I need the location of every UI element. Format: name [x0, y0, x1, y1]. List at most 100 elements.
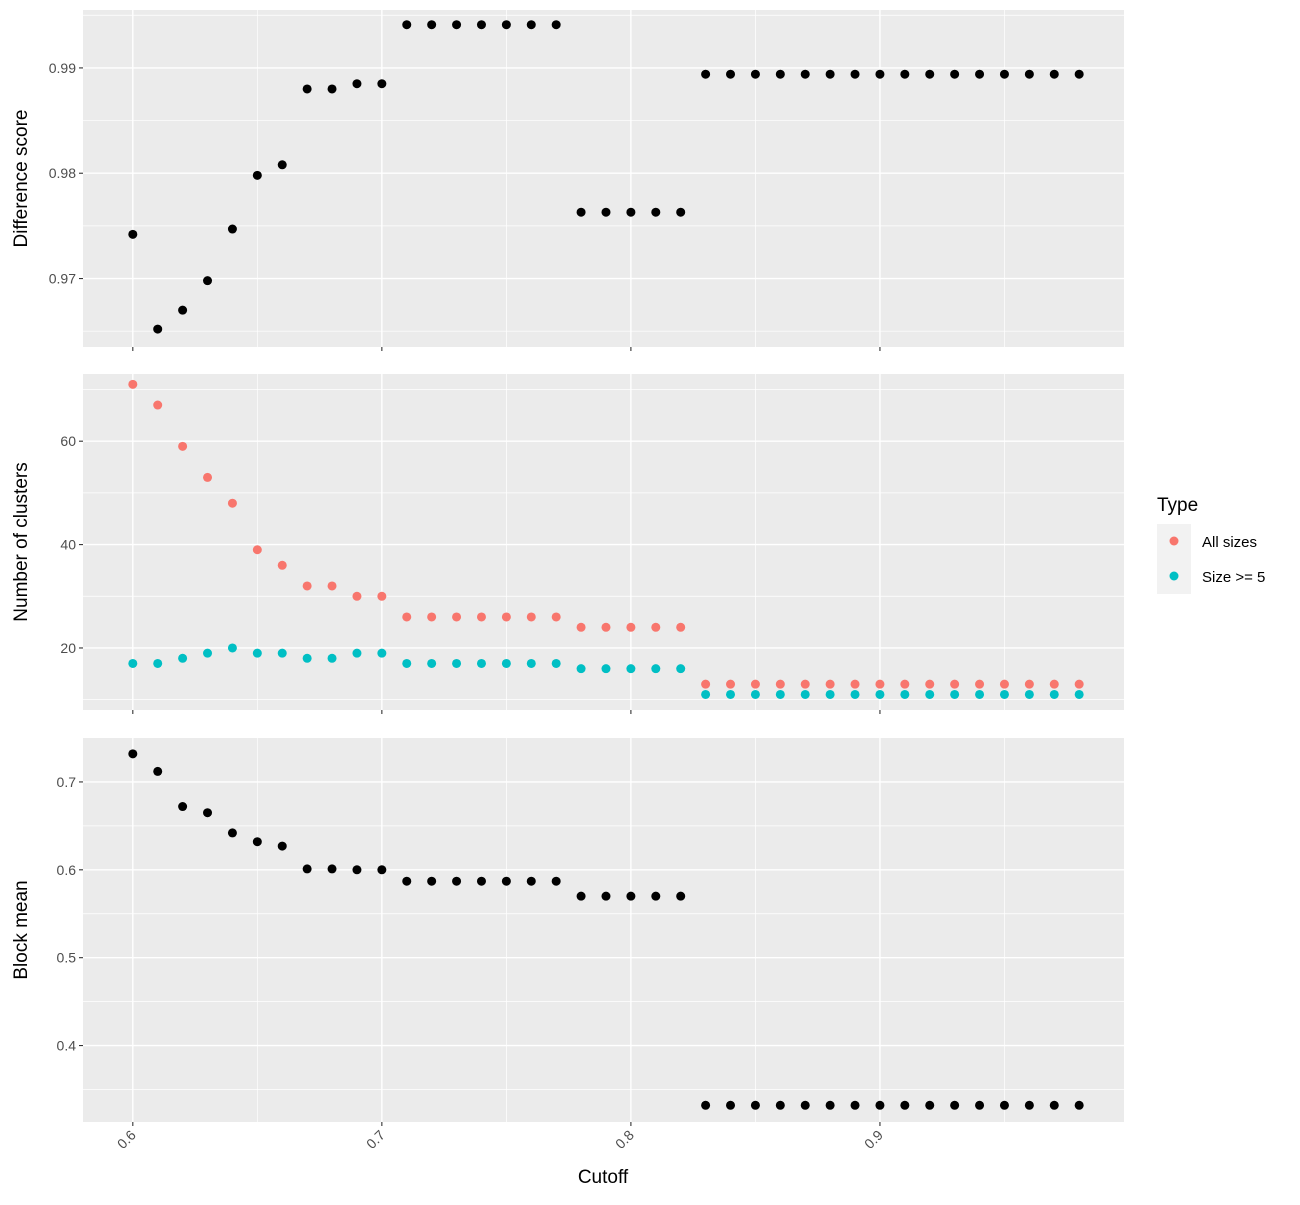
data-point	[576, 207, 586, 217]
data-point	[377, 865, 387, 875]
legend-title: Type	[1157, 495, 1198, 516]
panels: 0.97 0.98 0.99 Difference score 20 40 60 Number…	[11, 10, 1124, 1152]
data-point	[526, 20, 536, 30]
data-point	[227, 828, 237, 838]
panel-number-of-clusters: 20 40 60 Number of clusters	[11, 374, 1124, 714]
data-point	[900, 69, 910, 79]
data-point	[651, 891, 661, 901]
series-number-of-clusters-1	[128, 643, 1084, 699]
data-point	[203, 276, 213, 286]
data-point	[402, 612, 412, 622]
data-point	[726, 689, 736, 699]
data-point	[178, 441, 188, 451]
data-point	[701, 689, 711, 699]
data-point	[676, 891, 686, 901]
data-point	[302, 581, 312, 591]
data-point	[676, 622, 686, 632]
data-point	[950, 1100, 960, 1110]
data-point	[551, 20, 561, 30]
data-point	[726, 69, 736, 79]
data-point	[975, 69, 985, 79]
data-point	[800, 679, 810, 689]
data-point	[626, 207, 636, 217]
data-point	[427, 612, 437, 622]
data-point	[775, 1100, 785, 1110]
data-point	[427, 876, 437, 886]
data-point	[427, 20, 437, 30]
data-point	[875, 689, 885, 699]
data-point	[352, 79, 362, 89]
data-point	[252, 545, 262, 555]
y-tick-label: 60	[60, 433, 76, 449]
data-point	[153, 400, 163, 410]
data-point	[925, 1100, 935, 1110]
panel-background	[83, 738, 1124, 1122]
x-tick-label: 0.6	[114, 1127, 139, 1152]
data-point	[427, 658, 437, 668]
data-point	[452, 658, 462, 668]
data-point	[875, 1100, 885, 1110]
data-point	[800, 1100, 810, 1110]
data-point	[377, 591, 387, 601]
data-point	[601, 622, 611, 632]
data-point	[701, 1100, 711, 1110]
data-point	[750, 679, 760, 689]
data-point	[128, 229, 138, 239]
legend-key-background	[1157, 524, 1191, 594]
data-point	[576, 622, 586, 632]
data-point	[402, 876, 412, 886]
panel-background	[83, 374, 1124, 710]
data-point	[501, 612, 511, 622]
data-point	[975, 679, 985, 689]
data-point	[800, 69, 810, 79]
series-difference-score-0	[128, 20, 1084, 334]
data-point	[1074, 679, 1084, 689]
data-point	[900, 679, 910, 689]
data-point	[327, 581, 337, 591]
y-tick-label: 0.97	[49, 271, 76, 287]
data-point	[1074, 1100, 1084, 1110]
data-point	[825, 1100, 835, 1110]
data-point	[153, 766, 163, 776]
series-block-mean-0	[128, 749, 1084, 1110]
x-tick-label: 0.7	[363, 1127, 388, 1152]
y-axis-title-number-of-clusters: Number of clusters	[11, 462, 32, 621]
data-point	[178, 653, 188, 663]
data-point	[277, 160, 287, 170]
data-point	[452, 612, 462, 622]
data-point	[925, 69, 935, 79]
data-point	[452, 876, 462, 886]
data-point	[676, 207, 686, 217]
x-axis-title: Cutoff	[578, 1167, 629, 1188]
data-point	[476, 658, 486, 668]
data-point	[850, 69, 860, 79]
legend-key-size-ge-5	[1169, 571, 1179, 581]
legend: Type All sizes Size >= 5	[1157, 495, 1265, 594]
y-axis-title-difference-score: Difference score	[11, 110, 32, 248]
data-point	[227, 643, 237, 653]
data-point	[975, 689, 985, 699]
data-point	[352, 591, 362, 601]
data-point	[775, 679, 785, 689]
data-point	[875, 69, 885, 79]
data-point	[551, 658, 561, 668]
x-tick-label: 0.9	[861, 1127, 886, 1152]
data-point	[377, 648, 387, 658]
data-point	[1024, 69, 1034, 79]
data-point	[227, 498, 237, 508]
data-point	[925, 679, 935, 689]
y-tick-label: 0.98	[49, 165, 76, 181]
data-point	[277, 648, 287, 658]
data-point	[1074, 69, 1084, 79]
data-point	[501, 20, 511, 30]
data-point	[526, 876, 536, 886]
data-point	[153, 324, 163, 334]
y-tick-label: 20	[60, 640, 76, 656]
data-point	[227, 224, 237, 234]
data-point	[626, 664, 636, 674]
data-point	[526, 612, 536, 622]
y-tick-label: 0.5	[57, 950, 77, 966]
data-point	[1049, 69, 1059, 79]
data-point	[626, 891, 636, 901]
